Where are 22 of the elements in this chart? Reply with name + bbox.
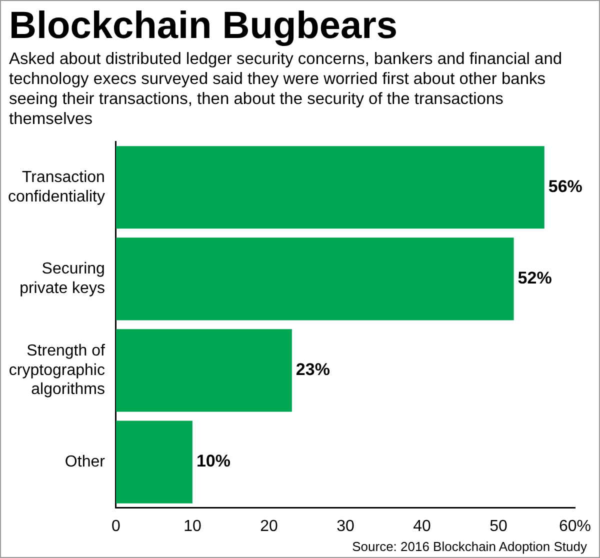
bar — [116, 146, 544, 229]
data-label: 56% — [548, 177, 582, 196]
data-label: 10% — [196, 452, 230, 471]
source-note: Source: 2016 Blockchain Adoption Study — [352, 539, 587, 554]
x-tick-label: 10 — [184, 518, 202, 535]
bar — [116, 420, 192, 504]
x-tick-label: 50 — [490, 518, 508, 535]
y-tick-label: Securing private keys — [20, 260, 105, 297]
data-label: 52% — [518, 268, 552, 288]
x-tick-label: 60% — [558, 518, 592, 535]
data-label: 23% — [296, 360, 330, 380]
bar — [116, 329, 292, 412]
x-tick-label: 20 — [260, 518, 278, 535]
chart-subtitle: Asked about distributed ledger security concerns, bankers and financial and technology execs surveyed said they were worried first about other banks seeing their transactions, then about the security of the transactions themselves — [8, 49, 564, 129]
y-tick-label: Other — [64, 453, 106, 470]
bar — [116, 238, 514, 320]
x-tick-label: 30 — [336, 518, 354, 535]
x-tick-label: 0 — [111, 518, 120, 535]
y-tick-label: Transaction confidentiality — [8, 169, 105, 206]
x-tick-label: 40 — [413, 518, 431, 535]
chart-title: Blockchain Bugbears — [8, 4, 399, 47]
y-tick-label: Strength of cryptographic algorithms — [8, 342, 106, 398]
